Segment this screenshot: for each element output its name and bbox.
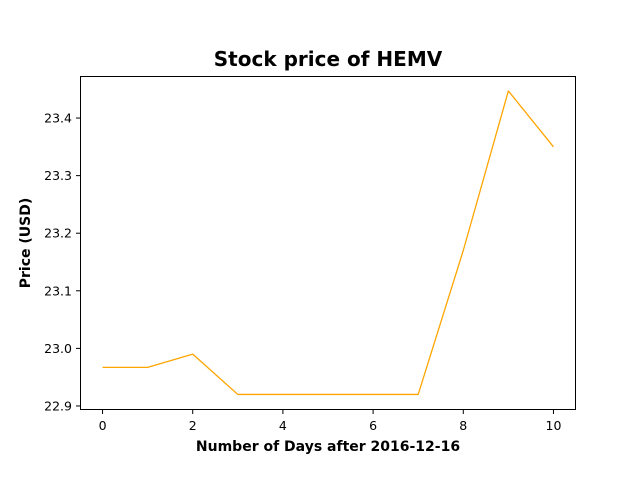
x-tick-label: 2 xyxy=(189,418,197,433)
y-tick-label: 23.1 xyxy=(44,283,72,298)
y-tick-label: 23.0 xyxy=(44,341,72,356)
y-axis-label: Price (USD) xyxy=(18,198,34,289)
y-tick-label: 23.3 xyxy=(44,168,72,183)
chart-title: Stock price of HEMV xyxy=(214,47,443,71)
x-tick-label: 8 xyxy=(459,418,467,433)
plot-frame xyxy=(80,76,576,410)
x-tick-label: 4 xyxy=(279,418,287,433)
x-tick-label: 6 xyxy=(369,418,377,433)
x-axis-ticks: 0 2 4 6 8 10 xyxy=(99,410,562,433)
plot-background xyxy=(80,76,576,410)
y-axis-ticks: 22.9 23.0 23.1 23.2 23.3 23.4 xyxy=(44,111,80,413)
y-tick-label: 23.2 xyxy=(44,226,72,241)
x-axis-label: Number of Days after 2016-12-16 xyxy=(196,439,460,455)
x-tick-label: 10 xyxy=(546,418,562,433)
y-tick-label: 23.4 xyxy=(44,111,72,126)
y-tick-label: 22.9 xyxy=(44,398,72,413)
series-layer xyxy=(102,90,554,396)
x-tick-label: 0 xyxy=(99,418,107,433)
